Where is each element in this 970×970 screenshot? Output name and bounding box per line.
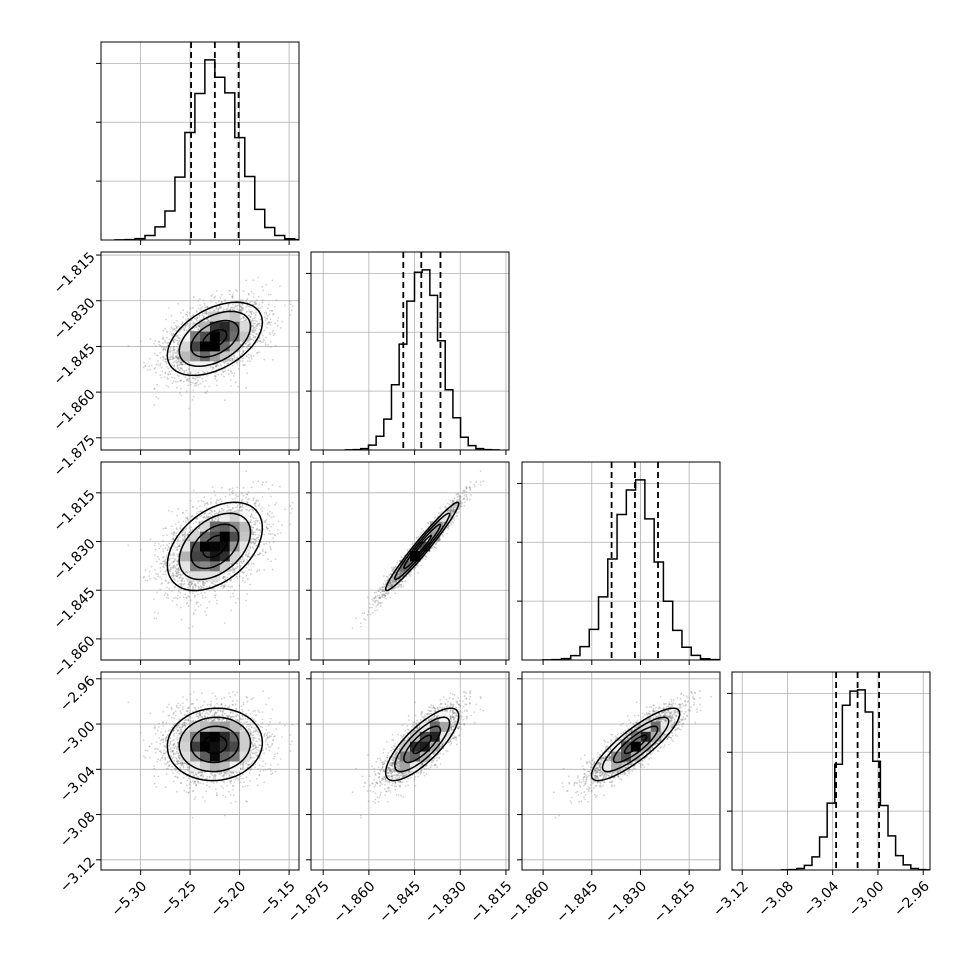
contour-lines [590,707,681,782]
contour [412,734,433,755]
axes-frame [310,671,510,871]
contour [166,501,264,592]
contour [403,725,442,764]
x-tick-label: −1.845 [553,878,601,926]
x-tick-label: −3.12 [710,878,752,920]
x-tick-label: −5.30 [109,878,151,920]
x-tick-label: −5.25 [158,878,200,920]
y-tick-label: −1.845 [51,341,99,389]
contour [202,734,228,755]
contour [166,707,264,782]
contour [384,707,460,782]
contour [384,501,460,592]
y-tick-label: −1.860 [51,386,99,434]
y-tick-label: −3.08 [57,809,99,851]
contour-lines [166,301,264,377]
histogram-bars [780,689,930,870]
axes-frame [310,461,510,661]
contour [612,725,659,764]
axes-frame [310,251,510,451]
contour [412,534,433,559]
x-tick-label: −1.860 [331,878,379,926]
contour [590,707,681,782]
contour [623,734,648,755]
axes-frame [100,251,300,451]
histogram-bars [114,59,299,240]
density-panel-p1-p2 [306,461,510,665]
y-tick-label: −1.830 [51,295,99,343]
axes-frame [100,461,300,661]
y-tick-label: −1.815 [51,249,99,297]
y-tick-label: −1.860 [51,633,99,681]
contour [190,523,240,570]
histogram-panel-p1 [306,251,510,455]
histogram-panel-p0 [96,41,300,245]
contour-lines [384,501,460,592]
x-tick-label: −1.815 [651,878,699,926]
axes-frame [521,671,721,871]
x-tick-label: −1.845 [376,878,424,926]
density-panel-p0-p3: −3.12−3.08−3.04−3.00−2.96−5.30 −5.25 −5.20… [57,671,300,920]
axes-frame [521,461,721,661]
y-tick-label: −3.04 [57,764,99,806]
density-panel-p0-p2: −1.860−1.845−1.830−1.815 [51,461,300,681]
axes-frame [731,671,931,871]
contour [403,523,442,570]
density-panel-p1-p3: −1.875−1.860−1.845−1.830−1.815 [285,671,516,926]
y-tick-label: −3.00 [57,718,99,760]
x-tick-label: −5.20 [208,878,250,920]
contour [394,716,451,773]
contour [601,716,670,773]
contour [166,301,264,377]
x-tick-label: −3.08 [755,878,797,920]
density-panel-p2-p3: −1.860 −1.845 −1.830 −1.815 [505,671,721,926]
contour-lines [166,501,264,592]
axes-frame [100,41,300,241]
x-tick-label: −1.860 [505,878,553,926]
contour-lines [384,707,460,782]
histogram-panel-p3: −3.12 −3.08 −3.04 −3.00 −2.96 [710,671,933,920]
contour [190,319,240,358]
x-tick-label: −1.830 [422,878,470,926]
contour [394,512,451,581]
density-panel-p0-p1: −1.875−1.860−1.845−1.830−1.815 [51,249,300,480]
x-tick-label: −1.830 [602,878,650,926]
y-tick-label: −1.875 [51,432,99,480]
y-tick-label: −1.830 [51,536,99,584]
axes-frame [100,671,300,871]
contour-lines [166,707,264,782]
x-tick-label: −3.04 [801,878,843,920]
histogram-bars [344,269,500,450]
contour [202,328,228,349]
contour [202,534,228,559]
contour [178,716,252,773]
y-tick-label: −3.12 [57,854,99,896]
x-tick-label: −2.96 [891,878,933,920]
x-tick-label: −3.00 [846,878,888,920]
contour [190,725,240,764]
y-tick-label: −1.845 [51,585,99,633]
y-tick-label: −1.815 [51,487,99,535]
contour [178,310,252,367]
histogram-panel-p2 [517,461,721,665]
contour [178,512,252,581]
